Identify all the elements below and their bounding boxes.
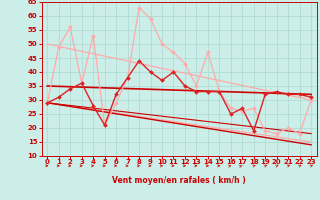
- X-axis label: Vent moyen/en rafales ( km/h ): Vent moyen/en rafales ( km/h ): [112, 176, 246, 185]
